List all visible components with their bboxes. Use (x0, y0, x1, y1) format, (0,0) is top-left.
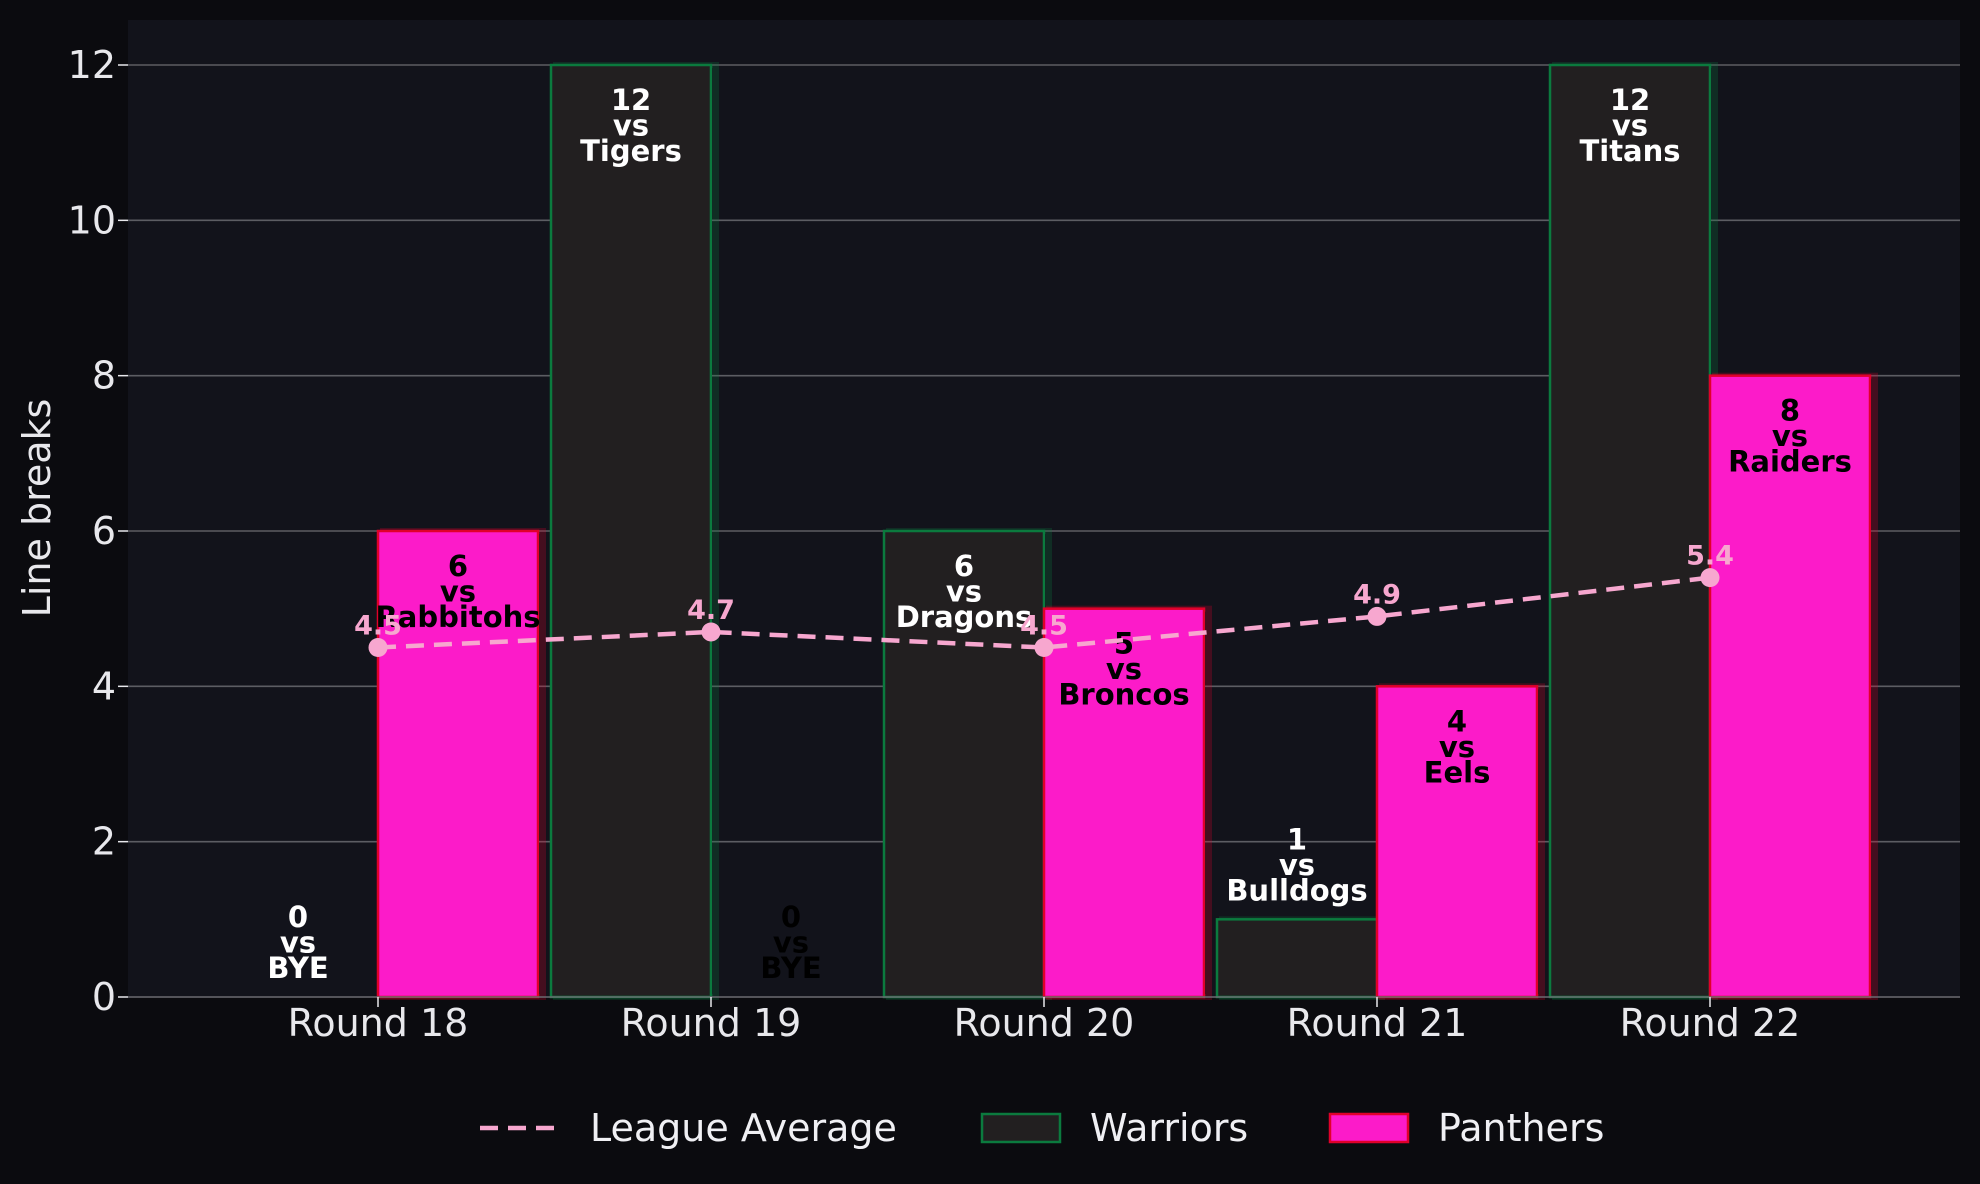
league-average-point (701, 622, 721, 642)
y-tick-label: 2 (92, 820, 116, 864)
warriors-bar-label: vs (1279, 848, 1315, 882)
legend-warriors-label: Warriors (1090, 1106, 1248, 1150)
league-average-label: 4.9 (1353, 579, 1401, 610)
x-tick-label: Round 20 (954, 1001, 1135, 1045)
league-average-point (1367, 606, 1387, 626)
league-average-label: 4.5 (354, 611, 402, 642)
panthers-bar-label: 5 (1114, 627, 1134, 661)
warriors-bar-label: 1 (1287, 822, 1307, 856)
panthers-bar-label: Raiders (1728, 445, 1852, 479)
legend-league-average-label: League Average (590, 1106, 897, 1150)
legend-panthers-label: Panthers (1438, 1106, 1604, 1150)
panthers-bar-label: vs (1772, 419, 1808, 453)
panthers-bar-label: 4 (1447, 704, 1467, 738)
panthers-bar (1375, 685, 1539, 999)
x-tick-label: Round 18 (288, 1001, 469, 1045)
y-tick-label: 10 (68, 198, 116, 242)
league-average-series: 4.5 4.7 4.5 4.9 5.4 (354, 541, 1734, 657)
x-tick-label: Round 19 (621, 1001, 802, 1045)
warriors-bar-label: Tigers (580, 134, 682, 168)
legend-warriors-swatch (980, 1112, 1062, 1144)
panthers-bar-label: 8 (1780, 394, 1800, 428)
warriors-bar (882, 529, 1046, 999)
legend: League Average Warriors Panthers (480, 1106, 1604, 1150)
warriors-bar (549, 63, 713, 999)
panthers-bar-label: vs (1439, 730, 1475, 764)
panthers-bar (376, 529, 540, 999)
league-average-point (1034, 638, 1054, 657)
y-tick-label: 0 (92, 975, 116, 1019)
warriors-bar-label: Dragons (896, 600, 1033, 634)
panthers-bar-label: Broncos (1058, 678, 1189, 712)
league-average-point (1700, 568, 1720, 588)
y-tick-label: 8 (92, 354, 116, 398)
x-tick-label: Round 21 (1287, 1001, 1468, 1045)
x-tick-label: Round 22 (1620, 1001, 1801, 1045)
y-tick-label: 6 (92, 509, 116, 553)
panthers-bar-label: vs (773, 926, 809, 960)
warriors-bar-label: BYE (267, 951, 328, 985)
warriors-bar-label: vs (613, 109, 649, 143)
warriors-bar-label: Titans (1579, 134, 1680, 168)
warriors-bar-label: Bulldogs (1226, 873, 1367, 907)
panthers-bar-label: Eels (1424, 755, 1491, 789)
panthers-bar (1042, 607, 1206, 999)
panthers-bar-label: BYE (760, 951, 821, 985)
y-tick-label: 4 (92, 664, 116, 708)
panthers-bar-label: Rabbitohs (375, 600, 540, 634)
warriors-bar-label: vs (280, 926, 316, 960)
panthers-bar (1708, 374, 1872, 999)
warriors-bar (1548, 63, 1712, 999)
warriors-bar-label: vs (1612, 109, 1648, 143)
panthers-bar-label: vs (440, 575, 476, 609)
warriors-bar-label: vs (946, 575, 982, 609)
league-average-label: 4.5 (1020, 611, 1068, 642)
panthers-bar-label: vs (1106, 652, 1142, 686)
legend-panthers-swatch (1328, 1112, 1410, 1144)
y-tick-label: 12 (68, 43, 116, 87)
league-average-label: 5.4 (1686, 541, 1734, 572)
panthers-bar-label: 6 (448, 549, 468, 583)
panthers-bar-label: 0 (781, 900, 801, 934)
league-average-label: 4.7 (687, 595, 735, 626)
warriors-bar-label: 6 (954, 549, 974, 583)
warriors-bar-label: 12 (611, 83, 651, 117)
warriors-bar-label: 12 (1610, 83, 1650, 117)
warriors-bar-label: 0 (288, 900, 308, 934)
y-axis-label: Line breaks (15, 399, 59, 618)
league-average-point (368, 638, 388, 657)
warriors-bar (1215, 918, 1379, 999)
bars: 0vsBYE12vsTigers6vsDragons1vsBulldogs12v… (267, 62, 1878, 1001)
